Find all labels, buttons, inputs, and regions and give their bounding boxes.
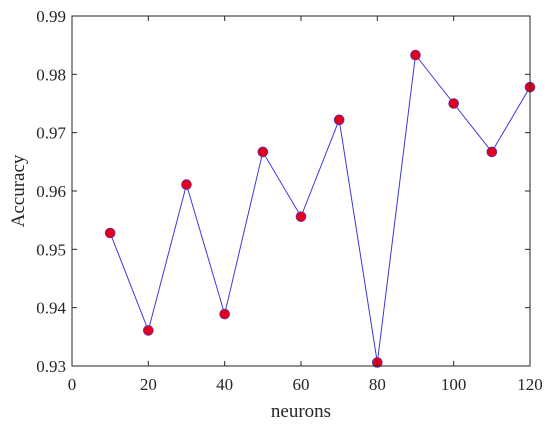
data-point	[295, 211, 307, 222]
x-axis-label: neurons	[271, 401, 331, 422]
tick-labels-layer: 0 20 40 60 80 100 120 0.93 0.94 0.95 0.96 0.97 0.98 0…	[36, 7, 543, 394]
y-tick-label: 0.94	[36, 299, 66, 318]
data-point	[257, 146, 269, 158]
y-tick-label: 0.96	[36, 182, 66, 201]
x-tick-label: 80	[369, 375, 386, 394]
x-tick-label: 120	[517, 375, 543, 394]
x-tick-label: 100	[441, 375, 467, 394]
series-layer	[104, 49, 536, 368]
data-point	[143, 325, 154, 336]
y-tick-label: 0.93	[36, 357, 66, 376]
x-tick-label: 0	[68, 375, 77, 394]
x-tick-label: 60	[293, 375, 310, 394]
data-point	[410, 49, 421, 61]
ticks-layer	[71, 15, 531, 367]
series-line	[109, 53, 531, 363]
plot-background	[72, 16, 530, 366]
x-tick-label: 40	[216, 375, 233, 394]
y-axis-label: Accuracy	[8, 154, 29, 227]
y-tick-label: 0.95	[36, 240, 66, 259]
data-point	[104, 227, 116, 239]
data-point	[448, 98, 459, 109]
data-point	[219, 308, 230, 320]
data-point	[333, 114, 345, 126]
x-tick-label: 20	[140, 375, 157, 394]
y-tick-label: 0.97	[36, 124, 66, 143]
y-tick-label: 0.98	[36, 65, 66, 84]
y-tick-label: 0.99	[36, 7, 66, 26]
data-point	[181, 179, 192, 190]
data-point	[486, 146, 498, 158]
